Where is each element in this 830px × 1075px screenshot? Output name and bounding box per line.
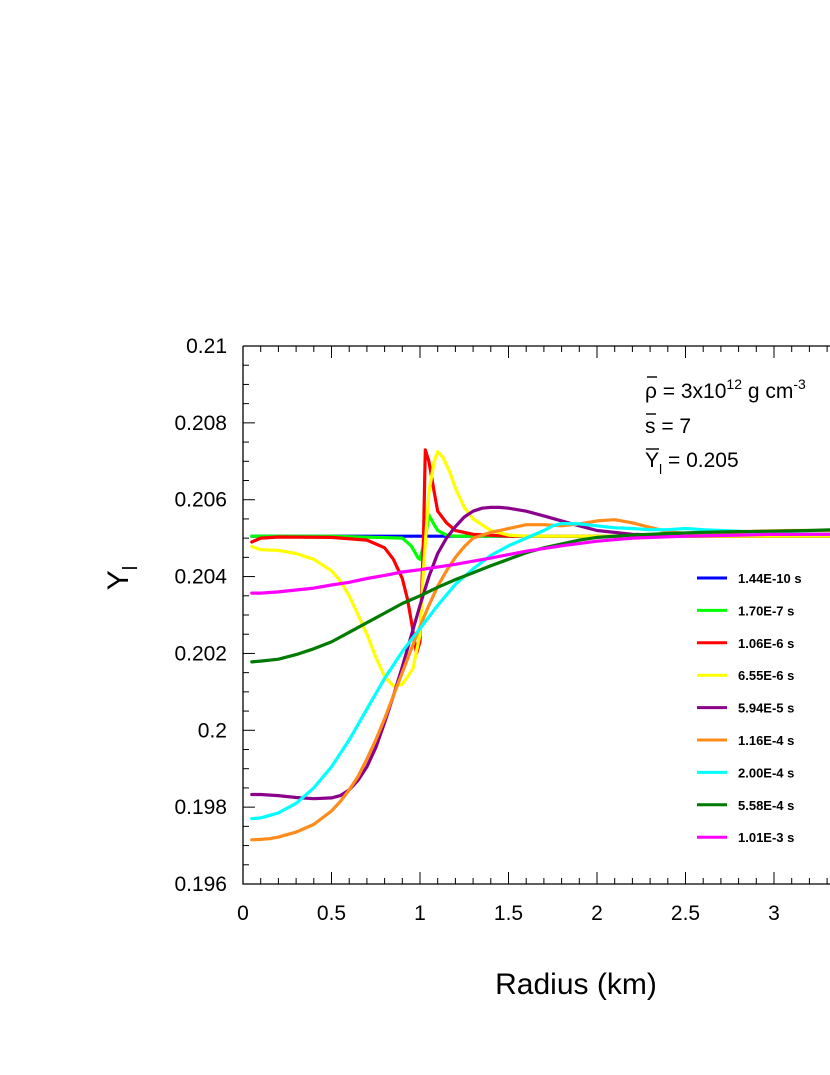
y-tick-label: 0.2	[198, 719, 227, 742]
svg-text:Yl: Yl	[102, 566, 142, 590]
legend-label: 1.44E-10 s	[738, 571, 802, 586]
x-tick-label: 0	[237, 902, 249, 925]
y-axis-title-main: Y	[102, 570, 135, 590]
series-lines	[250, 448, 830, 842]
series-line	[250, 450, 830, 688]
x-tick-label: 2	[591, 902, 603, 925]
legend-label: 1.16E-4 s	[738, 733, 794, 748]
series-line	[250, 448, 830, 656]
x-tick-label: 3	[768, 902, 780, 925]
legend-label: 6.55E-6 s	[738, 668, 794, 683]
y-tick-labels: 0.196 0.198 0.2 0.202 0.204 0.206 0.208 0.21	[174, 335, 227, 896]
legend-label: 1.70E-7 s	[738, 603, 794, 618]
legend-label: 1.06E-6 s	[738, 636, 794, 651]
x-tick-label: 1.5	[494, 902, 523, 925]
legend-label: 2.00E-4 s	[738, 765, 794, 780]
x-tick-labels: 0 0.5 1 1.5 2 2.5 3	[237, 902, 780, 925]
legend: 1.44E-10 s 1.70E-7 s 1.06E-6 s 6.55E-6 s 5.9…	[697, 571, 802, 845]
axis-ticks	[242, 345, 828, 885]
x-axis-title: Radius (km)	[495, 968, 657, 1001]
y-axis-title: Yl	[102, 566, 142, 590]
legend-label: 5.94E-5 s	[738, 701, 794, 716]
series-line	[250, 521, 830, 821]
series-line	[250, 532, 830, 595]
legend-label: 1.01E-3 s	[738, 830, 794, 845]
annotation-rho: ρ = 3x1012 g cm-3	[645, 376, 806, 403]
x-tick-label: 2.5	[671, 902, 700, 925]
annotation-s: s = 7	[645, 415, 691, 438]
y-axis-title-sub: l	[120, 566, 142, 570]
series-line	[250, 528, 830, 664]
x-tick-label: 0.5	[317, 902, 346, 925]
annotation-block: ρ = 3x1012 g cm-3 s = 7 Yl = 0.205	[645, 376, 806, 477]
y-tick-label: 0.196	[174, 873, 227, 896]
series-line	[250, 505, 830, 801]
y-tick-label: 0.206	[174, 489, 227, 512]
y-tick-label: 0.198	[174, 796, 227, 819]
x-tick-label: 1	[414, 902, 426, 925]
y-tick-label: 0.204	[174, 566, 227, 589]
y-tick-label: 0.208	[174, 412, 227, 435]
series-line	[250, 518, 830, 842]
y-tick-label: 0.202	[174, 642, 227, 665]
y-tick-label: 0.21	[186, 335, 227, 358]
legend-label: 5.58E-4 s	[738, 798, 794, 813]
annotation-yl: Yl = 0.205	[645, 449, 739, 477]
